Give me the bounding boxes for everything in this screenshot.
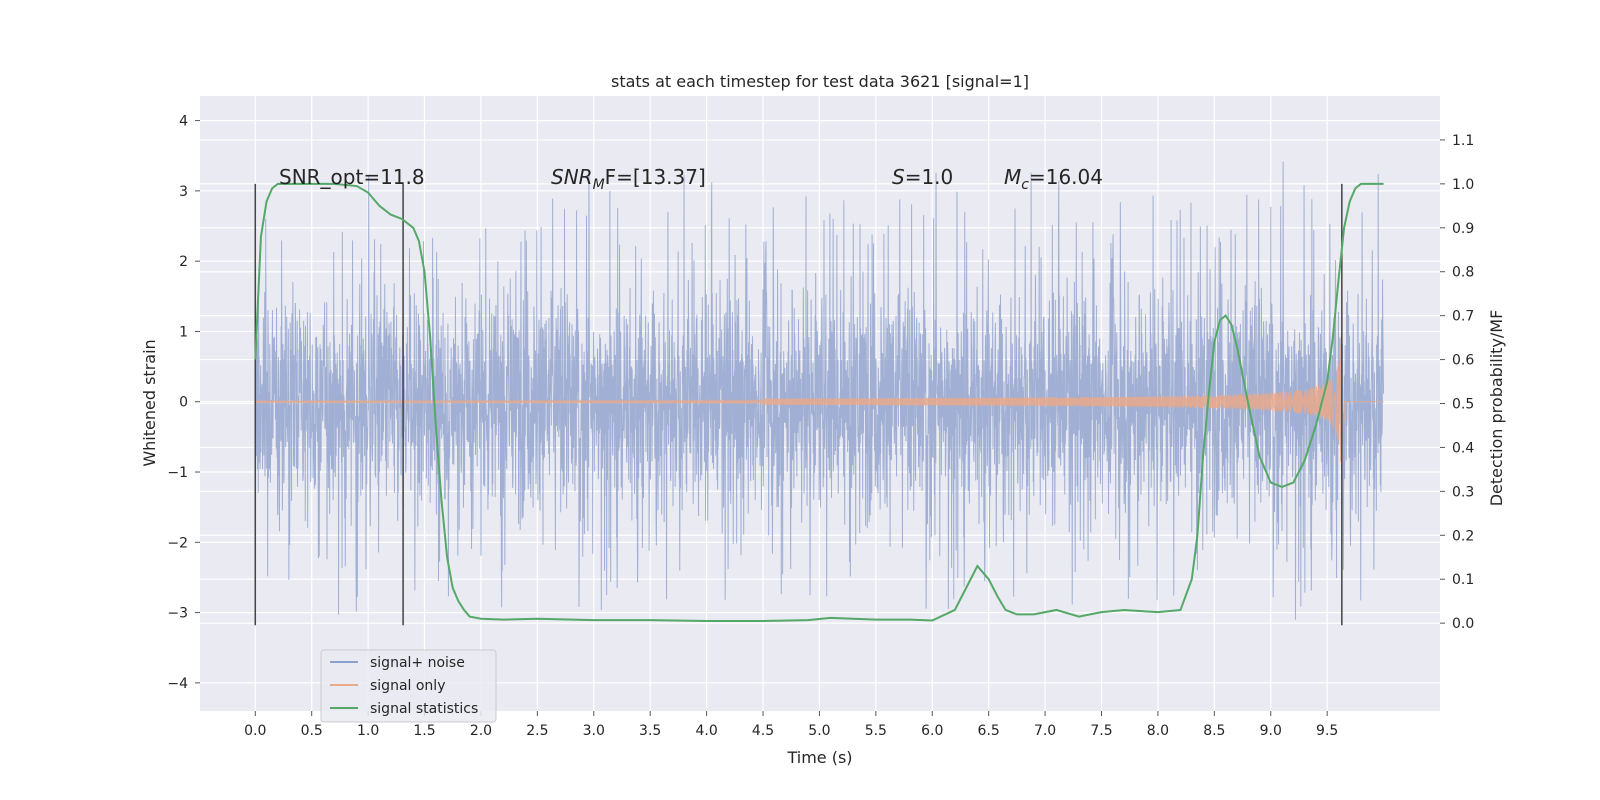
annotation-snr-mf-sub: M [593, 177, 605, 193]
y-right-tick-label: 0.3 [1452, 484, 1474, 500]
x-tick-label: 7.5 [1090, 723, 1112, 739]
y-tick-label: 4 [179, 114, 188, 130]
y-right-tick-label: 0.2 [1452, 528, 1474, 544]
x-tick-label: 2.0 [470, 723, 492, 739]
legend-label-statistics: signal statistics [370, 701, 478, 717]
x-tick-label: 8.5 [1203, 723, 1225, 739]
y-ticks-right: 1.1 1.0 0.9 0.8 0.7 0.6 0.5 0.4 0.3 0.2 0.1 0.0 [1440, 133, 1474, 632]
y-tick-label: −1 [167, 465, 188, 481]
legend-label-signal: signal only [370, 678, 445, 694]
y-right-tick-label: 0.9 [1452, 221, 1474, 237]
y-right-tick-label: 0.5 [1452, 397, 1474, 413]
series-signal-plus-noise [254, 161, 1385, 620]
annotation-snr-mf: SNRMF=[13.37] [551, 165, 706, 193]
x-tick-label: 0.0 [244, 723, 266, 739]
y-right-tick-label: 1.1 [1452, 133, 1474, 149]
x-tick-label: 5.5 [865, 723, 887, 739]
x-tick-label: 4.0 [695, 723, 717, 739]
y-axis-label: Whitened strain [140, 339, 159, 466]
legend: signal+ noise signal only signal statist… [320, 649, 497, 723]
x-tick-label: 2.5 [526, 723, 548, 739]
x-axis-label: Time (s) [786, 748, 852, 767]
annotation-snr-mf-suffix: F=[13.37] [605, 165, 706, 189]
x-tick-label: 5.0 [808, 723, 830, 739]
y-right-tick-label: 0.1 [1452, 572, 1474, 588]
series-signal-only [254, 336, 1384, 462]
y-tick-label: −3 [167, 606, 188, 622]
y-tick-label: 1 [179, 324, 188, 340]
y-right-tick-label: 0.8 [1452, 265, 1474, 281]
y-right-tick-label: 0.4 [1452, 440, 1474, 456]
x-tick-label: 1.5 [413, 723, 435, 739]
x-tick-label: 6.5 [978, 723, 1000, 739]
x-tick-label: 6.0 [921, 723, 943, 739]
y-ticks-left: 4 3 2 1 0 −1 −2 −3 −4 [167, 114, 200, 692]
annotation-mc-sub: c [1021, 177, 1029, 193]
y-right-tick-label: 0.0 [1452, 616, 1474, 632]
annotation-snr-opt: SNR_opt=11.8 [279, 165, 425, 189]
x-tick-label: 3.5 [639, 723, 661, 739]
x-ticks: 0.0 0.5 1.0 1.5 2.0 2.5 3.0 3.5 4.0 4.5 5.0 5.5 6.0 6… [244, 711, 1338, 739]
y-tick-label: 2 [179, 254, 188, 270]
x-tick-label: 3.0 [583, 723, 605, 739]
y-tick-label: 0 [179, 395, 188, 411]
annotation-mc-value: =16.04 [1029, 165, 1103, 189]
y-tick-label: −2 [167, 535, 188, 551]
x-tick-label: 4.5 [752, 723, 774, 739]
y-tick-label: −4 [167, 676, 188, 692]
annotation-s: S=1.0 [892, 165, 953, 189]
legend-box [320, 649, 497, 723]
y-right-tick-label: 0.7 [1452, 309, 1474, 325]
y-tick-label: 3 [179, 184, 188, 200]
x-tick-label: 9.0 [1260, 723, 1282, 739]
x-tick-label: 1.0 [357, 723, 379, 739]
y-right-tick-label: 0.6 [1452, 353, 1474, 369]
chart-title: stats at each timestep for test data 362… [611, 72, 1029, 91]
legend-label-noise: signal+ noise [370, 655, 465, 671]
y-axis-label-right: Detection probability/MF [1487, 310, 1506, 507]
annotation-mc: Mc=16.04 [1004, 165, 1103, 193]
x-tick-label: 9.5 [1316, 723, 1338, 739]
y-right-tick-label: 1.0 [1452, 177, 1474, 193]
x-tick-label: 0.5 [301, 723, 323, 739]
series-signal-statistics [254, 182, 1384, 622]
annotation-snr-mf-prefix: SNR [551, 165, 593, 189]
annotation-s-label: S [892, 165, 905, 189]
x-tick-label: 8.0 [1147, 723, 1169, 739]
annotation-mc-label: M [1004, 165, 1021, 189]
x-tick-label: 7.0 [1034, 723, 1056, 739]
annotation-s-value: =1.0 [905, 165, 954, 189]
